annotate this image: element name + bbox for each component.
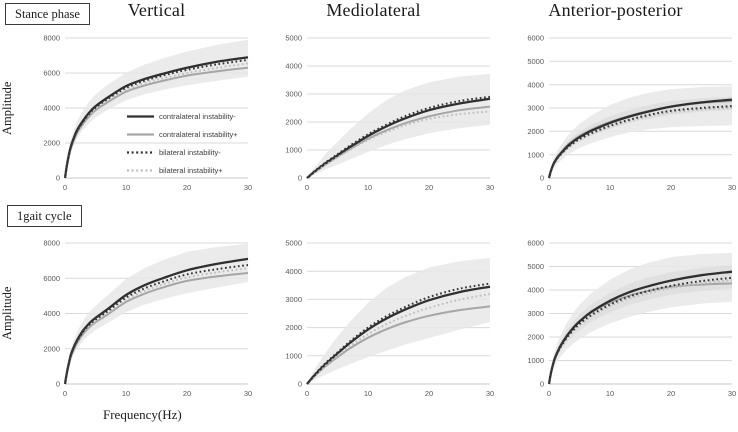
svg-text:20: 20 [183,183,191,192]
legend-item: bilateral instability- [127,143,238,161]
legend-item-label: contralateral instability- [159,111,236,121]
svg-text:0: 0 [547,183,551,192]
svg-text:4000: 4000 [527,286,544,295]
svg-text:10: 10 [122,389,130,398]
svg-text:0: 0 [298,174,302,183]
svg-text:1000: 1000 [285,351,302,360]
column-title-vertical: Vertical [127,0,186,20]
svg-text:30: 30 [728,183,736,192]
svg-text:0: 0 [540,174,544,183]
svg-text:20: 20 [425,389,433,398]
svg-text:30: 30 [728,389,736,398]
svg-text:6000: 6000 [43,69,60,78]
svg-text:10: 10 [606,183,614,192]
legend-line-sample [127,168,154,172]
svg-text:3000: 3000 [285,295,302,304]
svg-text:0: 0 [305,183,309,192]
svg-text:3000: 3000 [285,90,302,99]
chart-gait-vertical: 0 2000 4000 6000 8000 0 10 20 30 [25,235,254,409]
x-axis-label: Frequency(Hz) [103,407,182,422]
legend-item-label: contralateral instability+ [159,129,238,139]
legend-item: contralateral instability+ [127,125,238,143]
svg-text:0: 0 [547,389,551,398]
legend-line-sample [127,150,154,154]
column-title-mediolateral: Mediolateral [326,0,421,20]
column-title-anterior-posterior: Anterior-posterior [548,0,683,20]
svg-text:2000: 2000 [527,127,544,136]
svg-text:10: 10 [364,389,372,398]
svg-text:8000: 8000 [43,34,60,43]
svg-text:20: 20 [425,183,433,192]
svg-text:20: 20 [183,389,191,398]
svg-text:0: 0 [56,174,60,183]
legend-line-sample [127,132,154,136]
legend-item-label: bilateral instability- [159,147,221,157]
legend-item: bilateral instability+ [127,161,238,179]
svg-text:30: 30 [244,183,252,192]
chart-stance-anterior-posterior: 0 1000 2000 3000 4000 5000 6000 0 10 20 30 [509,30,738,200]
svg-text:5000: 5000 [285,239,302,248]
svg-text:0: 0 [305,389,309,398]
svg-text:0: 0 [63,183,67,192]
svg-text:20: 20 [667,183,675,192]
svg-text:1000: 1000 [285,146,302,155]
legend-item-label: bilateral instability+ [159,165,223,175]
y-axis-label-gait: Amplitude [0,286,14,341]
svg-text:2000: 2000 [285,118,302,127]
svg-text:4000: 4000 [285,267,302,276]
gait-cycle-label-box: 1gait cycle [7,205,82,228]
svg-text:10: 10 [122,183,130,192]
legend-line-sample [127,114,154,118]
svg-text:0: 0 [298,380,302,389]
svg-text:20: 20 [667,389,675,398]
chart-stance-vertical: 0 2000 4000 6000 8000 0 10 20 30 [25,30,254,200]
svg-text:2000: 2000 [285,323,302,332]
svg-text:2000: 2000 [527,333,544,342]
svg-text:4000: 4000 [285,62,302,71]
svg-text:4000: 4000 [43,309,60,318]
chart-gait-mediolateral: 0 1000 2000 3000 4000 5000 0 10 20 30 [267,235,496,409]
svg-text:3000: 3000 [527,104,544,113]
legend: contralateral instability-contralateral … [127,107,238,179]
svg-text:2000: 2000 [43,344,60,353]
svg-text:0: 0 [63,389,67,398]
svg-text:0: 0 [56,380,60,389]
svg-text:1000: 1000 [527,150,544,159]
svg-text:30: 30 [486,389,494,398]
svg-text:10: 10 [364,183,372,192]
y-axis-label-stance: Amplitude [0,81,14,135]
svg-text:5000: 5000 [527,262,544,271]
legend-item: contralateral instability- [127,107,238,125]
svg-text:4000: 4000 [43,104,60,113]
svg-text:30: 30 [244,389,252,398]
svg-text:8000: 8000 [43,239,60,248]
stance-phase-label-box: Stance phase [5,3,90,26]
svg-text:4000: 4000 [527,80,544,89]
svg-text:0: 0 [540,380,544,389]
svg-text:10: 10 [606,389,614,398]
svg-text:6000: 6000 [527,34,544,43]
svg-text:3000: 3000 [527,309,544,318]
svg-text:5000: 5000 [527,57,544,66]
svg-text:5000: 5000 [285,34,302,43]
chart-gait-anterior-posterior: 0 1000 2000 3000 4000 5000 6000 0 10 20 30 [509,235,738,409]
svg-text:6000: 6000 [527,239,544,248]
svg-text:30: 30 [486,183,494,192]
svg-text:1000: 1000 [527,356,544,365]
svg-text:2000: 2000 [43,139,60,148]
svg-text:6000: 6000 [43,274,60,283]
chart-stance-mediolateral: 0 1000 2000 3000 4000 5000 0 10 20 30 [267,30,496,200]
